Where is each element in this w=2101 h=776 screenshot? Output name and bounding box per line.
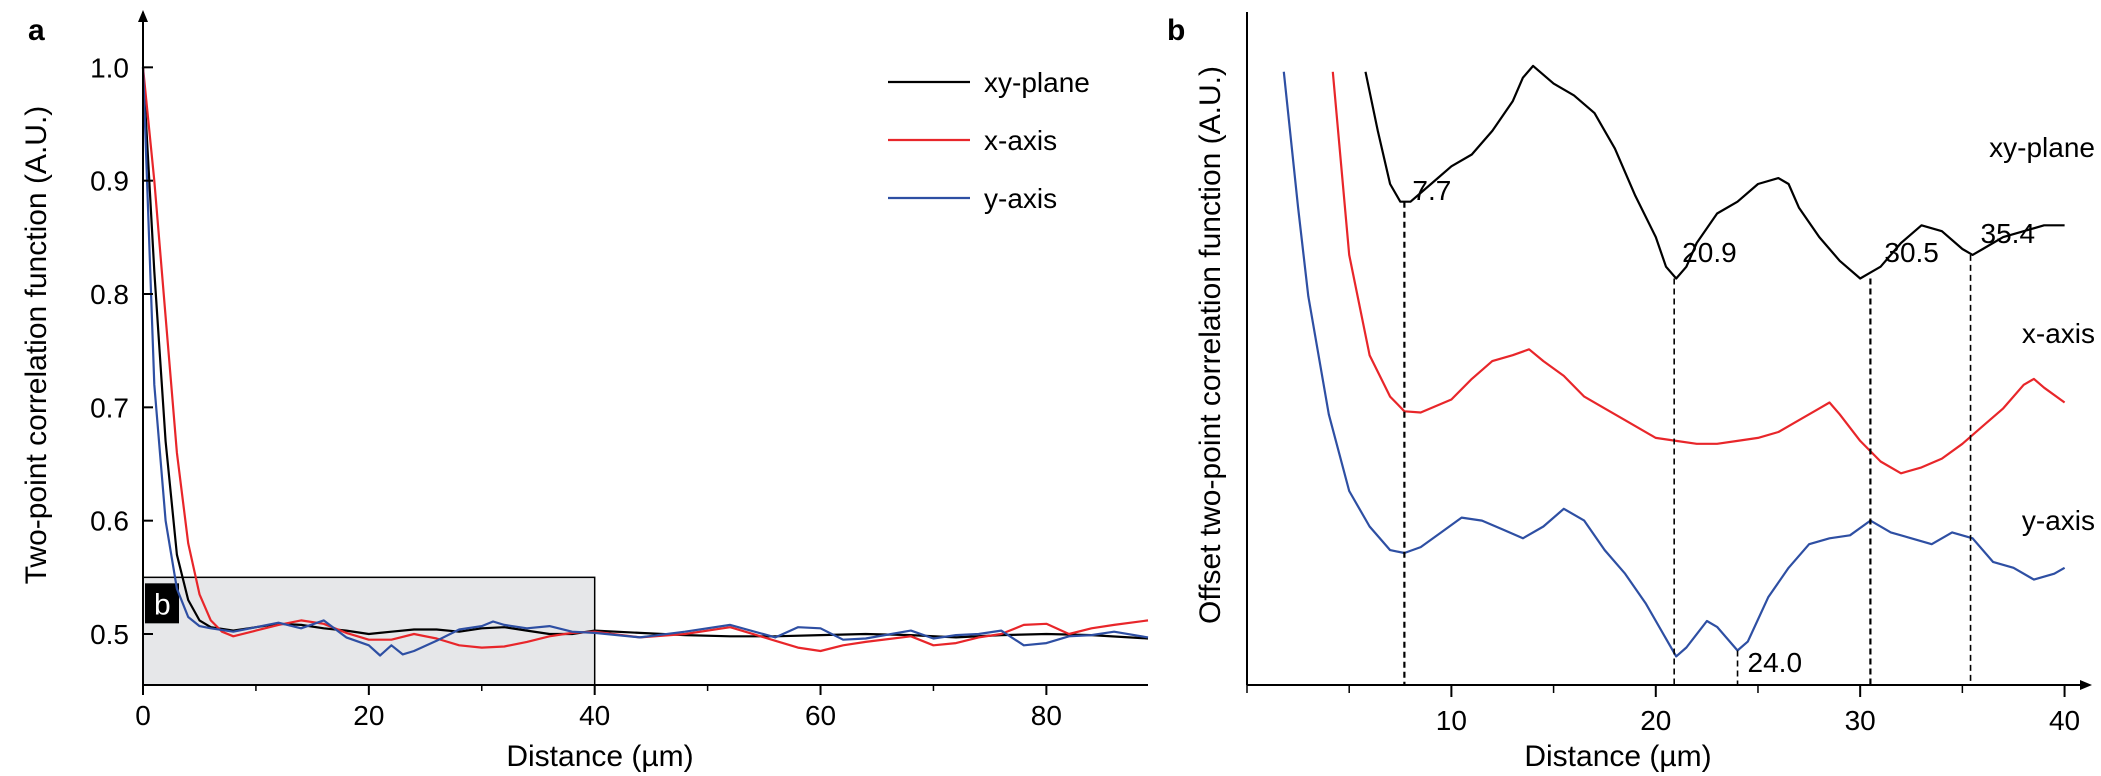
x-tick-label: 20 [353, 700, 384, 731]
panel-a-x-label: Distance (µm) [506, 740, 693, 773]
x-tick-label: 80 [1031, 700, 1062, 731]
legend: xy-plane x-axis y-axis [888, 67, 1090, 214]
legend-label-xy-plane: xy-plane [984, 67, 1090, 98]
x-tick-label: 40 [579, 700, 610, 731]
annotation-label: 20.9 [1682, 237, 1737, 268]
y-tick-label: 0.5 [90, 619, 129, 650]
panel-b-y-label: Offset two-point correlation function (A… [1194, 66, 1227, 624]
legend-label-x-axis: x-axis [984, 125, 1057, 156]
x-tick-label: 10 [1436, 705, 1467, 736]
panel-b-x-arrow [2080, 680, 2092, 690]
series-label-xy-plane: xy-plane [1989, 132, 2095, 163]
panel-a-y-label: Two-point correlation function (A.U.) [20, 106, 53, 585]
annotation-label: 7.7 [1412, 175, 1451, 206]
series-x-axis-line [141, 67, 1149, 653]
x-tick-label: 30 [1845, 705, 1876, 736]
panel-a: a b 0.5 0.6 0.7 0.8 0.9 1.0 0 20 40 60 80 Distanc… [20, 10, 1149, 773]
inset-box [142, 576, 596, 686]
panel-b-annotations: 7.7 20.9 30.5 35.4 24.0 [1403, 175, 2036, 685]
series-x-axis-line [1331, 71, 2066, 475]
inset-label-box [145, 583, 179, 624]
annotation-label: 24.0 [1748, 647, 1803, 678]
panel-b-letter: b [1167, 14, 1185, 47]
panel-a-y-arrow [138, 10, 148, 22]
panel-b-series-labels: xy-plane x-axis y-axis [1989, 132, 2095, 536]
y-tick-label: 0.8 [90, 279, 129, 310]
inset-label: b [154, 588, 171, 621]
panel-b-x-label: Distance (µm) [1524, 740, 1711, 773]
panel-b-x-ticks: 10 20 30 40 [1246, 685, 2080, 736]
panel-b: b 7.7 20.9 30.5 35.4 24.0 10 20 30 40 Distance … [1167, 12, 2095, 773]
y-tick-label: 1.0 [90, 52, 129, 83]
panel-a-x-ticks: 0 20 40 60 80 [135, 685, 1062, 731]
panel-a-letter: a [28, 14, 45, 47]
y-tick-label: 0.6 [90, 506, 129, 537]
annotation-label: 30.5 [1884, 237, 1939, 268]
x-tick-label: 0 [135, 700, 151, 731]
panel-a-y-ticks: 0.5 0.6 0.7 0.8 0.9 1.0 [90, 52, 153, 650]
series-y-axis-line [141, 67, 1149, 657]
legend-label-y-axis: y-axis [984, 183, 1057, 214]
annotation-label: 35.4 [1981, 218, 2036, 249]
y-tick-label: 0.7 [90, 392, 129, 423]
series-label-y-axis: y-axis [2022, 505, 2095, 536]
series-label-x-axis: x-axis [2022, 318, 2095, 349]
series-xy-plane-line [141, 67, 1149, 640]
series-xy-plane-line [1364, 64, 2065, 280]
panel-a-series [141, 67, 1149, 657]
x-tick-label: 40 [2049, 705, 2080, 736]
x-tick-label: 20 [1640, 705, 1671, 736]
x-tick-label: 60 [805, 700, 836, 731]
y-tick-label: 0.9 [90, 166, 129, 197]
